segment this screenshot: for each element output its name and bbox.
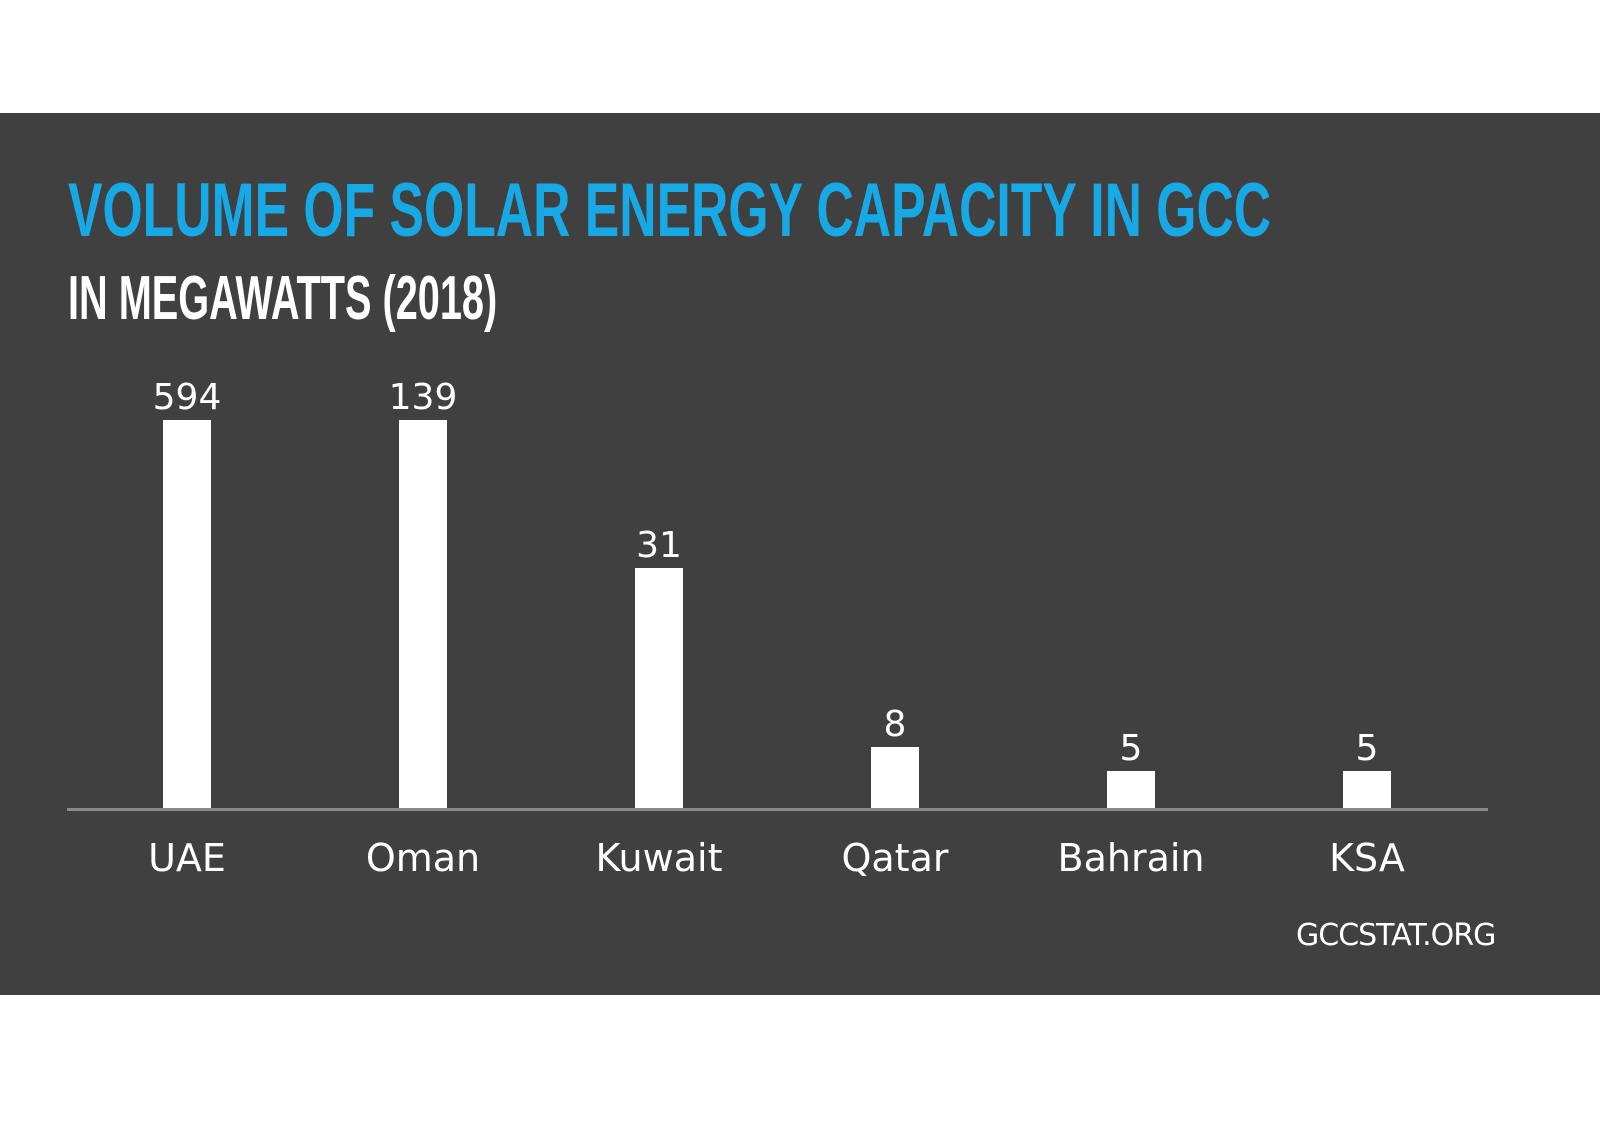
value-label-ksa: 5 [1355,728,1379,769]
category-label-kuwait: Kuwait [595,836,723,880]
category-label-oman: Oman [365,836,481,880]
chart-title: VOLUME OF SOLAR ENERGY CAPACITY IN GCC [68,168,1272,253]
bar-kuwait [635,568,683,809]
bar-uae [163,420,211,809]
x-axis-line [67,808,1488,811]
chart-subtitle: IN MEGAWATTS (2018) [68,264,498,333]
source-label: GCCSTAT.ORG [1296,918,1496,953]
value-label-oman: 139 [388,377,458,418]
bar-qatar [871,747,919,809]
category-label-uae: UAE [148,836,226,880]
value-label-uae: 594 [152,377,222,418]
category-label-bahrain: Bahrain [1057,836,1205,880]
bar-bahrain [1107,771,1155,809]
value-label-bahrain: 5 [1119,728,1143,769]
value-label-qatar: 8 [883,704,907,745]
bar-ksa [1343,771,1391,809]
bar-oman [399,420,447,809]
category-label-qatar: Qatar [841,836,949,880]
category-label-ksa: KSA [1329,836,1405,880]
chart-panel [0,113,1600,995]
value-label-kuwait: 31 [636,525,682,566]
